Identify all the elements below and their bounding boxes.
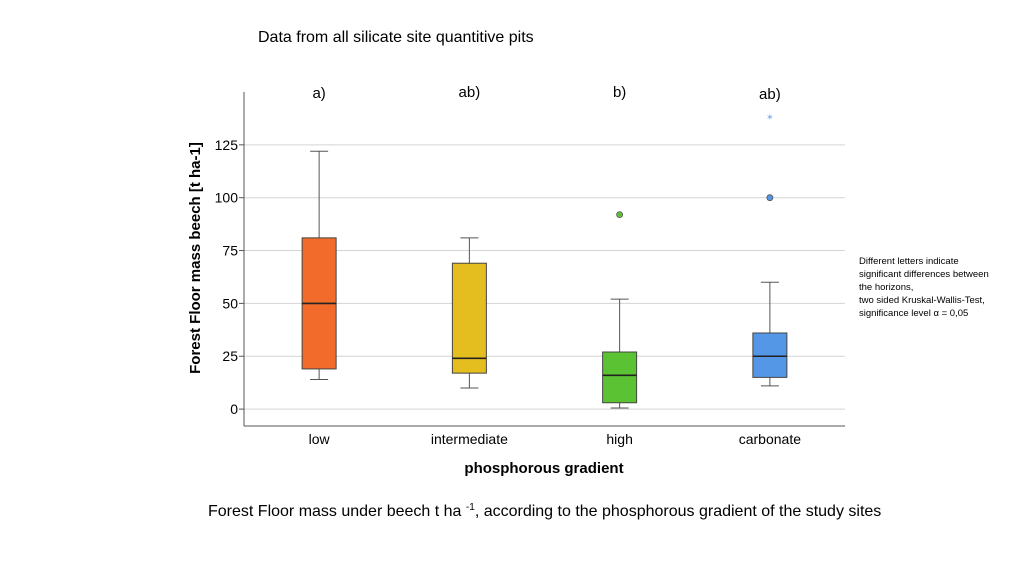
y-tick-label: 100 xyxy=(215,190,239,206)
y-axis-ticks: 0 25 50 75 100 125 xyxy=(215,137,244,417)
x-category-label: high xyxy=(606,431,632,447)
caption-text: Forest Floor mass under beech t ha xyxy=(208,503,466,520)
note-line: significant differences between xyxy=(859,269,989,280)
grid-lines xyxy=(244,144,845,410)
y-axis-label: Forest Floor mass beech [t ha-1] xyxy=(187,142,204,374)
box-high xyxy=(602,351,638,404)
box-plot-series: * xyxy=(301,112,788,409)
note-line: the horizons, xyxy=(859,282,914,293)
note-line: two sided Kruskal-Wallis-Test, xyxy=(859,295,985,306)
x-axis-label: phosphorous gradient xyxy=(464,460,623,477)
box-intermediate xyxy=(451,262,487,374)
caption-text-end: , according to the phosphorous gradient … xyxy=(474,503,882,520)
significance-letter: ab) xyxy=(459,84,481,101)
y-tick-label: 50 xyxy=(222,295,238,311)
significance-note: Different letters indicate significant d… xyxy=(859,255,1019,320)
extreme-point: * xyxy=(767,112,773,125)
outlier-point xyxy=(616,211,624,219)
significance-letter: ab) xyxy=(759,86,781,103)
y-tick-label: 125 xyxy=(215,137,239,153)
x-category-label: carbonate xyxy=(739,431,801,447)
box-carbonate xyxy=(752,332,788,378)
x-category-label: low xyxy=(309,431,331,447)
note-line: Different letters indicate xyxy=(859,256,959,267)
y-tick-label: 25 xyxy=(222,348,238,364)
y-tick-label: 0 xyxy=(230,401,238,417)
outlier-point xyxy=(766,194,774,202)
significance-letter: a) xyxy=(312,85,325,102)
note-line: significance level α = 0,05 xyxy=(859,308,969,319)
significance-letter: b) xyxy=(613,84,626,101)
x-category-label: intermediate xyxy=(431,431,508,447)
significance-letters: a) ab) b) ab) xyxy=(312,84,780,103)
caption-superscript: -1 xyxy=(465,502,475,513)
slide-heading: Data from all silicate site quantitive p… xyxy=(258,29,534,46)
y-tick-label: 75 xyxy=(222,243,238,259)
x-axis-categories: low intermediate high carbonate xyxy=(309,431,802,447)
figure-caption: Forest Floor mass under beech t ha -1, a… xyxy=(208,500,888,524)
